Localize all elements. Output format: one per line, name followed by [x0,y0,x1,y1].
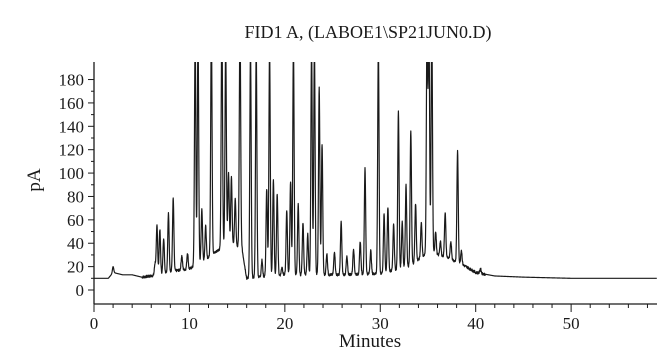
x-tick-label: 0 [90,314,99,333]
y-tick-label: 120 [59,141,85,160]
x-ticks: 0 10 20 30 40 50 [90,304,648,333]
x-tick-label: 30 [372,314,389,333]
y-tick-label: 160 [59,94,85,113]
plot-area [94,62,657,280]
y-tick-label: 140 [59,117,85,136]
chart-title: FID1 A, (LABOE1\SP21JUN0.D) [244,22,491,43]
y-tick-label: 20 [67,258,84,277]
x-tick-label: 10 [181,314,198,333]
x-tick-label: 40 [467,314,484,333]
x-tick-label: 20 [276,314,293,333]
y-tick-label: 80 [67,187,84,206]
y-axis-label: pA [24,168,45,192]
y-tick-label: 100 [59,164,85,183]
y-tick-label: 180 [59,71,85,90]
chromatogram-trace [94,62,657,280]
x-axis-label: Minutes [339,331,401,352]
y-ticks: 0 20 40 60 80 100 120 140 160 180 [59,71,94,300]
x-tick-label: 50 [563,314,580,333]
y-tick-label: 0 [76,281,85,300]
y-tick-label: 40 [67,234,84,253]
y-tick-label: 60 [67,211,84,230]
